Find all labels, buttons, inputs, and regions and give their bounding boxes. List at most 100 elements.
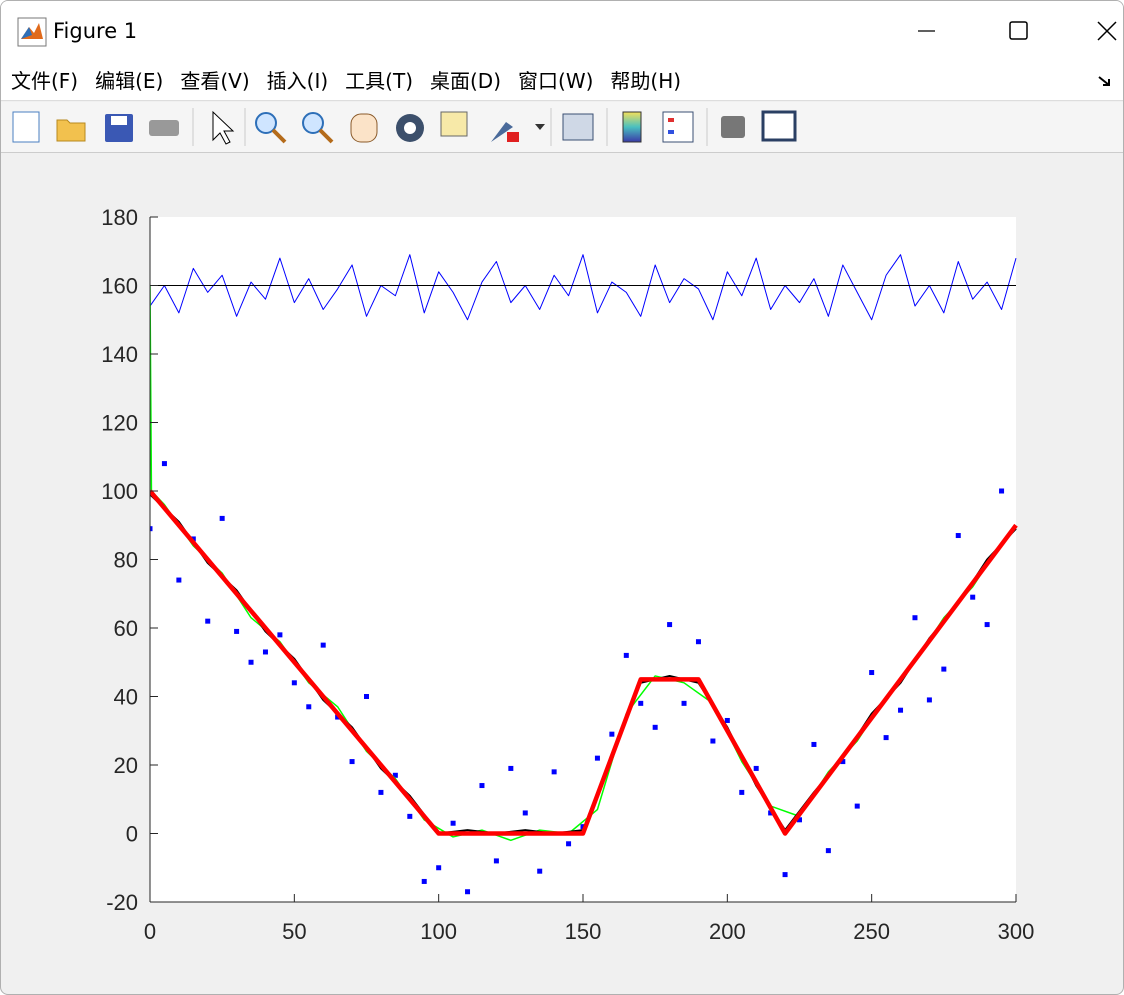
y-tick-label: 100: [101, 479, 138, 504]
data-point: [869, 670, 875, 676]
pan-icon[interactable]: [350, 113, 378, 143]
data-point: [349, 759, 355, 765]
menu-arrow[interactable]: [1095, 71, 1115, 91]
data-line: [150, 489, 1018, 836]
menu-item[interactable]: 文件(F): [11, 69, 79, 93]
data-point: [551, 769, 557, 775]
data-point: [522, 810, 528, 816]
y-tick-label: 180: [101, 205, 138, 230]
data-point: [681, 700, 687, 706]
data-point: [898, 707, 904, 713]
brush-icon[interactable]: [491, 122, 513, 142]
print-icon[interactable]: [149, 120, 179, 136]
window-controls[interactable]: [863, 1, 1123, 59]
plot-area: [150, 217, 1016, 902]
y-tick-label: 80: [114, 548, 138, 573]
data-point: [392, 772, 398, 778]
data-point: [219, 515, 225, 521]
close[interactable]: [1097, 21, 1117, 41]
y-tick-label: 20: [114, 753, 138, 778]
title-bar: Figure 1: [1, 1, 1123, 59]
menu-item[interactable]: 帮助(H): [610, 69, 682, 93]
data-point: [912, 615, 918, 621]
x-tick-label: 200: [709, 919, 746, 944]
data-point: [926, 697, 932, 703]
y-tick-label: 160: [101, 274, 138, 299]
data-point: [638, 700, 644, 706]
data-line: [150, 254, 1017, 321]
data-point: [782, 872, 788, 878]
data-point: [797, 817, 802, 823]
data-point: [984, 622, 990, 628]
data-point: [450, 820, 456, 826]
data-point: [768, 810, 774, 816]
data-cursor-icon[interactable]: [440, 111, 468, 137]
zoom-in-icon[interactable]: [255, 112, 277, 134]
menu-item[interactable]: 编辑(E): [95, 69, 164, 93]
data-point: [508, 765, 514, 771]
link-icon[interactable]: [562, 113, 594, 141]
data-point: [667, 622, 673, 628]
data-point: [407, 813, 413, 819]
data-point: [436, 865, 442, 871]
colorbar-icon[interactable]: [622, 111, 642, 143]
data-point: [695, 639, 701, 645]
data-point: [150, 526, 153, 532]
zoom-out-icon[interactable]: [302, 112, 324, 134]
data-point: [941, 666, 947, 672]
data-point: [234, 628, 240, 634]
data-point: [594, 755, 600, 761]
open-icon[interactable]: [56, 119, 86, 142]
x-tick-label: 0: [144, 919, 156, 944]
legend-icon[interactable]: [662, 111, 694, 143]
data-point: [479, 783, 485, 789]
data-point: [710, 738, 716, 744]
y-tick-label: 140: [101, 342, 138, 367]
x-tick-label: 250: [853, 919, 890, 944]
data-point: [306, 704, 312, 710]
data-point: [825, 848, 831, 854]
data-point: [854, 803, 860, 809]
data-point: [609, 731, 615, 737]
data-point: [623, 652, 629, 658]
new-icon[interactable]: [12, 111, 40, 143]
app-icon: [17, 17, 47, 47]
data-point: [580, 824, 586, 830]
y-tick-label: 0: [126, 822, 138, 847]
data-point: [378, 789, 384, 795]
x-tick-label: 50: [282, 919, 306, 944]
data-point: [652, 724, 658, 730]
hide-tools-icon[interactable]: [721, 116, 745, 138]
data-point: [176, 577, 182, 583]
maximize[interactable]: [1009, 21, 1028, 40]
show-tools-icon[interactable]: [761, 110, 797, 142]
menu-item[interactable]: 窗口(W): [518, 69, 594, 93]
data-point: [248, 659, 254, 665]
x-tick-label: 150: [565, 919, 602, 944]
menu-item[interactable]: 插入(I): [266, 69, 329, 93]
data-point: [161, 461, 167, 467]
pointer-icon[interactable]: [212, 110, 235, 145]
menu-item[interactable]: 工具(T): [345, 69, 413, 93]
menu-item[interactable]: 查看(V): [180, 69, 250, 93]
y-tick-label: 40: [114, 685, 138, 710]
data-point: [421, 878, 427, 884]
data-point: [883, 735, 889, 741]
data-point: [999, 488, 1005, 494]
data-point: [205, 618, 211, 624]
menu-bar: 文件(F) 编辑(E) 查看(V) 插入(I) 工具(T) 桌面(D) 窗口(W) 帮助(H): [1, 59, 1123, 101]
data-point: [811, 741, 817, 747]
data-point: [277, 632, 283, 638]
data-point: [566, 841, 572, 847]
data-point: [493, 858, 499, 864]
toolbar: [1, 102, 1123, 153]
series-layer: [150, 254, 1018, 895]
data-point: [739, 789, 745, 795]
y-tick-label: -20: [106, 890, 138, 915]
window-title: Figure 1: [53, 19, 138, 43]
data-point: [291, 680, 297, 686]
menu-item[interactable]: 桌面(D): [430, 69, 502, 93]
y-tick-label: 60: [114, 616, 138, 641]
